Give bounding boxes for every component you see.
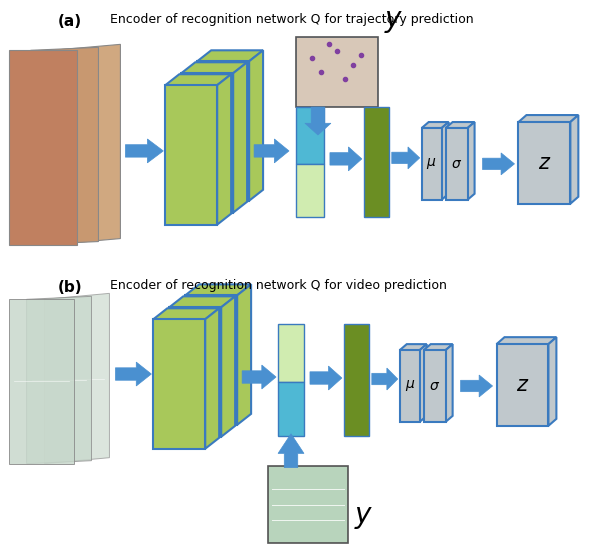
Polygon shape (424, 350, 446, 422)
Polygon shape (27, 296, 92, 464)
Text: (b): (b) (57, 280, 82, 295)
Bar (296, 37, 378, 107)
Bar (278, 324, 304, 382)
Bar (364, 107, 389, 217)
Polygon shape (9, 299, 73, 464)
Text: $z$: $z$ (516, 375, 529, 395)
Text: $y$: $y$ (384, 8, 403, 35)
Polygon shape (400, 350, 420, 422)
Bar (269, 466, 347, 542)
Polygon shape (468, 122, 475, 200)
Polygon shape (305, 107, 331, 135)
Polygon shape (372, 368, 398, 390)
Polygon shape (497, 344, 548, 426)
Polygon shape (442, 122, 449, 200)
Polygon shape (181, 73, 233, 213)
Text: $\mu$: $\mu$ (426, 156, 437, 171)
Polygon shape (422, 122, 449, 128)
Text: Encoder of recognition network Q for video prediction: Encoder of recognition network Q for vid… (111, 279, 448, 293)
Polygon shape (420, 344, 427, 422)
Polygon shape (169, 296, 235, 307)
Polygon shape (197, 61, 249, 201)
Bar (278, 382, 304, 436)
Bar (344, 324, 369, 436)
Polygon shape (548, 337, 556, 426)
Polygon shape (185, 284, 251, 295)
Polygon shape (278, 434, 304, 468)
Bar (268, 466, 348, 543)
Polygon shape (519, 115, 578, 122)
Polygon shape (185, 295, 237, 425)
Polygon shape (217, 74, 231, 224)
Polygon shape (446, 122, 475, 128)
Polygon shape (254, 139, 289, 163)
Polygon shape (31, 47, 98, 244)
Text: Encoder of recognition network Q for trajectory prediction: Encoder of recognition network Q for tra… (111, 13, 474, 27)
Text: $\mu$: $\mu$ (404, 378, 415, 393)
Polygon shape (237, 284, 251, 425)
Polygon shape (310, 366, 342, 390)
Polygon shape (169, 307, 221, 437)
Polygon shape (242, 365, 276, 389)
Text: $\sigma$: $\sigma$ (429, 379, 440, 393)
Polygon shape (519, 122, 570, 204)
Polygon shape (165, 85, 217, 224)
Polygon shape (153, 319, 205, 449)
Polygon shape (482, 153, 514, 175)
Polygon shape (165, 74, 231, 85)
Text: $z$: $z$ (538, 153, 551, 173)
Polygon shape (446, 344, 453, 422)
Bar (296, 107, 324, 164)
Polygon shape (330, 147, 362, 171)
Polygon shape (446, 128, 468, 200)
Polygon shape (392, 147, 420, 169)
Bar (296, 164, 324, 217)
Polygon shape (461, 375, 493, 397)
Polygon shape (570, 115, 578, 204)
Polygon shape (44, 294, 110, 464)
Bar (297, 38, 377, 106)
Polygon shape (9, 50, 76, 244)
Polygon shape (53, 44, 120, 244)
Polygon shape (497, 337, 556, 344)
Polygon shape (422, 128, 442, 200)
Polygon shape (115, 362, 152, 386)
Polygon shape (249, 50, 263, 201)
Polygon shape (221, 296, 235, 437)
Polygon shape (424, 344, 453, 350)
Polygon shape (153, 308, 219, 319)
Polygon shape (126, 139, 163, 163)
Text: (a): (a) (57, 14, 82, 29)
Polygon shape (400, 344, 427, 350)
Text: $\sigma$: $\sigma$ (451, 157, 462, 171)
Polygon shape (205, 308, 219, 449)
Polygon shape (181, 62, 247, 73)
Text: $y$: $y$ (354, 504, 374, 531)
Polygon shape (233, 62, 247, 213)
Polygon shape (197, 50, 263, 61)
